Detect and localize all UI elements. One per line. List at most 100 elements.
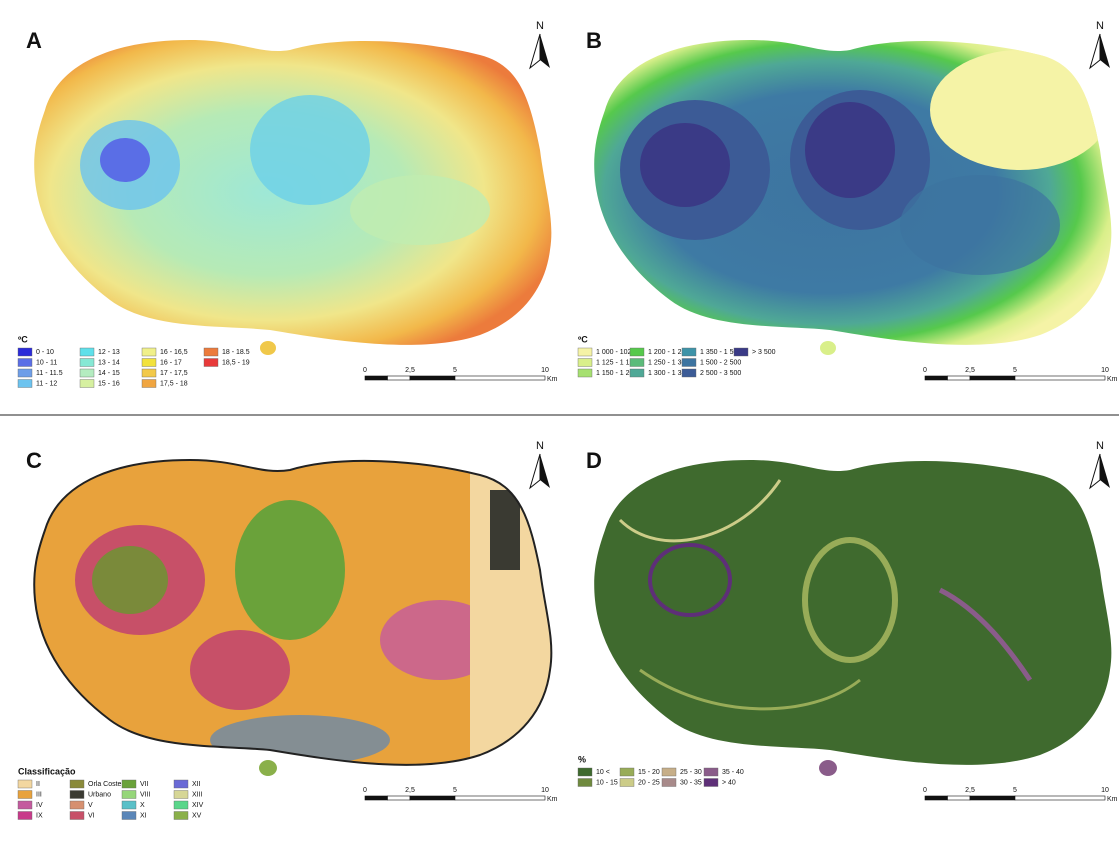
north-arrow (1090, 34, 1100, 68)
legend-label: 10 - 15 (596, 779, 618, 786)
legend-label: 15 - 20 (638, 769, 660, 776)
legend-swatch (18, 348, 32, 356)
legend-label: 13 - 14 (98, 359, 120, 366)
legend-label: 12 - 13 (98, 349, 120, 356)
legend-swatch (142, 348, 156, 356)
legend-swatch (142, 380, 156, 388)
legend-label: Urbano (88, 791, 111, 798)
legend-swatch (662, 768, 676, 776)
legend-swatch (80, 380, 94, 388)
scale-segment (455, 376, 545, 380)
panel-letter: D (586, 448, 602, 473)
legend-swatch (80, 348, 94, 356)
legend-label: 15 - 16 (98, 380, 120, 387)
legend-swatch (734, 348, 748, 356)
legend-label: V (88, 802, 93, 809)
scale-segment (948, 376, 971, 380)
legend-swatch (620, 768, 634, 776)
scale-label: 10 (541, 367, 549, 374)
north-label: N (1096, 20, 1104, 32)
legend-swatch (682, 359, 696, 367)
legend-swatch (174, 801, 188, 809)
panel-letter: B (586, 28, 602, 53)
scale-label: 5 (1013, 787, 1017, 794)
north-arrow (540, 34, 550, 68)
legend-swatch (704, 768, 718, 776)
north-arrow (530, 454, 540, 488)
legend-title: ºC (578, 334, 588, 344)
legend-swatch (18, 780, 32, 788)
legend-label: 25 - 30 (680, 769, 702, 776)
scale-unit: Km (547, 376, 558, 383)
north-arrow (1090, 454, 1100, 488)
legend-swatch (662, 779, 676, 787)
north-label: N (1096, 440, 1104, 452)
north-arrow (530, 34, 540, 68)
scale-label: 10 (1101, 787, 1109, 794)
legend-label: 10 - 11 (36, 359, 57, 366)
legend-label: XIV (192, 802, 204, 809)
legend-swatch (122, 812, 136, 820)
legend-label: > 3 500 (752, 349, 776, 356)
scale-segment (925, 376, 948, 380)
legend-swatch (70, 791, 84, 799)
legend-label: 1 000 - 1025 (596, 349, 635, 356)
legend-swatch (142, 359, 156, 367)
scale-unit: Km (1107, 376, 1118, 383)
legend-label: 30 - 35 (680, 779, 702, 786)
scale-label: 10 (1101, 367, 1109, 374)
legend-swatch (630, 369, 644, 377)
north-label: N (536, 20, 544, 32)
legend-label: XV (192, 812, 202, 819)
legend-swatch (620, 779, 634, 787)
scale-label: 0 (363, 367, 367, 374)
legend-label: > 40 (722, 779, 736, 786)
legend-swatch (80, 359, 94, 367)
legend-swatch (18, 812, 32, 820)
legend-label: 1 500 - 2 500 (700, 359, 741, 366)
legend-label: II (36, 781, 40, 788)
legend-label: 16 - 16,5 (160, 349, 188, 356)
scale-segment (410, 796, 455, 800)
legend-swatch (70, 801, 84, 809)
legend-swatch (578, 359, 592, 367)
legend-label: VII (140, 781, 149, 788)
legend-swatch (122, 780, 136, 788)
scale-label: 2,5 (405, 787, 415, 794)
legend-swatch (80, 369, 94, 377)
legend-label: 17,5 - 18 (160, 380, 188, 387)
legend-label: 11 - 12 (36, 380, 57, 387)
legend-swatch (122, 801, 136, 809)
scale-segment (365, 796, 388, 800)
scale-unit: Km (1107, 796, 1118, 803)
legend-swatch (174, 812, 188, 820)
scale-label: 5 (453, 787, 457, 794)
legend-label: 16 - 17 (160, 359, 182, 366)
scale-segment (410, 376, 455, 380)
legend-label: III (36, 791, 42, 798)
panel-letter: A (26, 28, 42, 53)
legend-swatch (18, 359, 32, 367)
scale-label: 10 (541, 787, 549, 794)
legend-swatch (630, 359, 644, 367)
scale-unit: Km (547, 796, 558, 803)
scale-label: 2,5 (405, 367, 415, 374)
scale-segment (970, 796, 1015, 800)
scale-label: 0 (923, 787, 927, 794)
scale-label: 5 (453, 367, 457, 374)
legend-swatch (70, 780, 84, 788)
scale-segment (365, 376, 388, 380)
scale-segment (948, 796, 971, 800)
legend-label: 2 500 - 3 500 (700, 370, 741, 377)
north-arrow (1100, 454, 1110, 488)
legend-label: IX (36, 812, 43, 819)
legend-label: 11 - 11.5 (36, 370, 63, 377)
legend-swatch (18, 380, 32, 388)
legend-swatch (174, 791, 188, 799)
scale-segment (925, 796, 948, 800)
scale-label: 5 (1013, 367, 1017, 374)
figure: ANºC0 - 1010 - 1111 - 11.511 - 1212 - 13… (0, 0, 1119, 837)
legend-swatch (18, 369, 32, 377)
scale-label: 0 (923, 367, 927, 374)
north-arrow (1100, 34, 1110, 68)
